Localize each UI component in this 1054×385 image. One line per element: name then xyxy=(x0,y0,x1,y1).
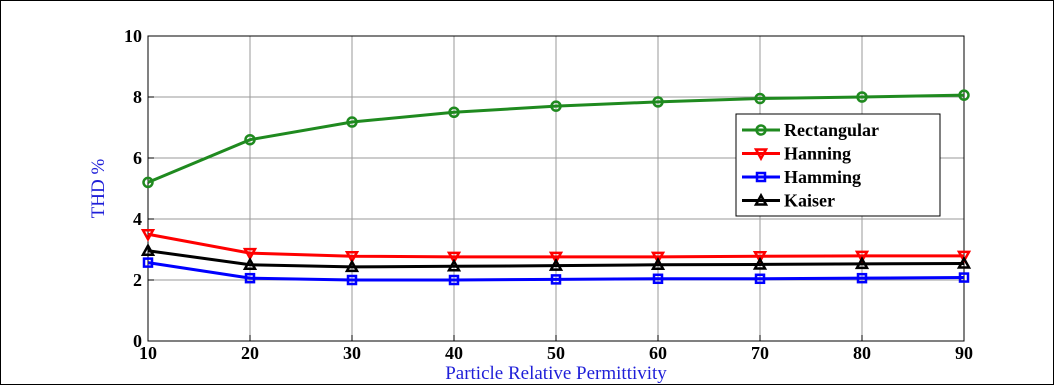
series-line xyxy=(147,93,965,184)
series-line xyxy=(147,249,965,269)
series-group xyxy=(140,89,972,286)
legend-item: Kaiser xyxy=(742,191,835,211)
x-tick-label: 80 xyxy=(853,343,871,363)
legend-label: Hamming xyxy=(784,167,861,187)
data-point xyxy=(346,274,358,286)
data-point xyxy=(142,257,154,268)
x-tick-label: 20 xyxy=(241,343,259,363)
data-point xyxy=(446,258,462,272)
y-tick-label: 6 xyxy=(133,148,142,168)
y-tick-label: 0 xyxy=(133,331,142,351)
series-rectangular xyxy=(142,89,970,189)
data-point xyxy=(448,274,460,286)
y-tick-label: 10 xyxy=(124,26,142,46)
data-point xyxy=(344,259,360,273)
series-hamming xyxy=(142,257,970,286)
data-point xyxy=(650,257,666,270)
data-point xyxy=(754,92,766,105)
data-point xyxy=(956,255,972,269)
y-tick-label: 2 xyxy=(133,270,142,290)
x-tick-label: 30 xyxy=(343,343,361,363)
x-tick-label: 60 xyxy=(649,343,667,363)
series-hanning xyxy=(140,229,972,265)
data-point xyxy=(652,96,664,108)
x-tick-label: 40 xyxy=(445,343,463,363)
data-point xyxy=(242,257,258,270)
data-point xyxy=(244,272,256,284)
legend-label: Hanning xyxy=(784,144,851,164)
data-point xyxy=(856,91,868,103)
legend-label: Rectangular xyxy=(784,120,879,140)
data-point xyxy=(956,250,972,264)
x-tick-label: 10 xyxy=(139,343,157,363)
data-point xyxy=(142,176,154,189)
legend-marker xyxy=(753,148,769,162)
y-tick-label: 4 xyxy=(133,209,142,229)
data-point xyxy=(854,250,870,264)
data-point xyxy=(958,272,970,283)
data-point xyxy=(344,250,360,264)
series-kaiser xyxy=(140,243,972,273)
data-point xyxy=(652,273,664,285)
legend-item: Hamming xyxy=(742,167,861,187)
data-point xyxy=(752,256,768,270)
data-point xyxy=(752,250,768,264)
data-point xyxy=(856,272,868,284)
ticks: 10 20 30 40 50 60 70 80 90 0 2 4 6 8 10 xyxy=(124,26,973,363)
legend: Rectangular Hanning Hamming Kaiser xyxy=(735,113,941,217)
data-point xyxy=(448,106,460,118)
y-axis-label: THD % xyxy=(88,159,109,219)
x-tick-label: 50 xyxy=(547,343,565,363)
legend-item: Hanning xyxy=(742,144,851,164)
x-axis-label: Particle Relative Permittivity xyxy=(445,363,667,384)
data-point xyxy=(242,247,258,261)
data-point xyxy=(346,116,358,128)
legend-item: Rectangular xyxy=(742,120,879,140)
data-point xyxy=(140,229,156,242)
legend-marker xyxy=(755,124,767,136)
data-point xyxy=(958,89,970,101)
data-point xyxy=(548,258,564,271)
series-line xyxy=(147,232,964,259)
x-tick-label: 90 xyxy=(955,343,973,363)
data-point xyxy=(550,274,562,285)
data-point xyxy=(548,251,564,265)
data-point xyxy=(754,273,766,285)
data-point xyxy=(244,133,256,146)
data-point xyxy=(854,256,870,270)
data-point xyxy=(140,243,156,256)
y-tick-label: 8 xyxy=(133,87,142,107)
series-line xyxy=(147,261,965,282)
x-tick-label: 70 xyxy=(751,343,769,363)
legend-marker xyxy=(753,192,769,206)
legend-label: Kaiser xyxy=(784,191,835,211)
data-point xyxy=(550,100,562,112)
legend-marker xyxy=(755,171,767,183)
data-point xyxy=(446,251,462,265)
data-point xyxy=(650,251,666,265)
